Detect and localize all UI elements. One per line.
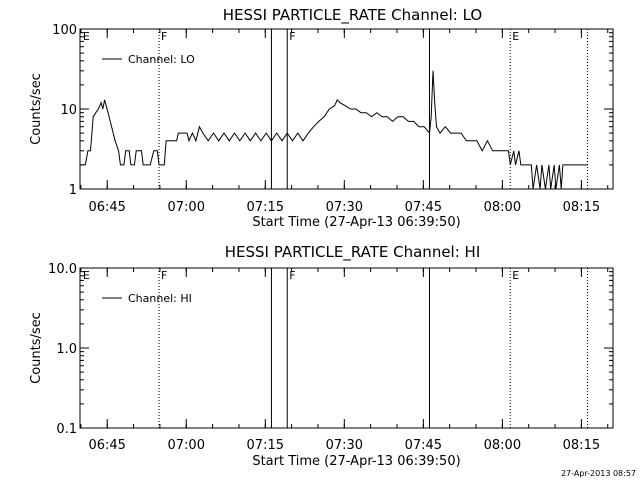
- chart-2-marker-label: E: [83, 269, 90, 282]
- chart-1-series-1-line: [80, 70, 588, 190]
- chart-1-xtick-label: 06:45: [88, 200, 125, 215]
- chart-1: HESSI PARTICLE_RATE Channel: LO 1 10 100 06:…: [29, 6, 614, 230]
- chart-1-xtick-label: 08:00: [484, 200, 521, 215]
- chart-1-xtick-label: 07:15: [247, 200, 284, 215]
- chart-1-ytick-label: 10: [60, 103, 77, 118]
- chart-2-marker-label: F: [289, 269, 295, 282]
- chart-2-ytick-label: 1.0: [56, 342, 77, 357]
- chart-1-ytick-label: 100: [52, 23, 77, 38]
- chart-2-legend-label: Channel: HI: [128, 292, 192, 305]
- chart-1-marker-label: E: [83, 30, 90, 43]
- chart-2-ylabel: Counts/sec: [29, 312, 44, 384]
- chart-1-marker-label: F: [289, 30, 295, 43]
- chart-2-xtick-label: 06:45: [88, 438, 125, 453]
- chart-2-ytick-label: 10.0: [48, 262, 77, 277]
- chart-1-xtick-label: 07:30: [326, 200, 363, 215]
- chart-2-ytick-label: 0.1: [56, 422, 77, 437]
- footer-timestamp: 27-Apr-2013 08:57: [561, 469, 636, 478]
- chart-1-title: HESSI PARTICLE_RATE Channel: LO: [223, 6, 482, 25]
- chart-1-ytick-label: 1: [69, 183, 77, 198]
- chart-2-xtick-label: 07:30: [326, 438, 363, 453]
- chart-2-xtick-label: 08:00: [484, 438, 521, 453]
- chart-1-xtick-label: 08:15: [563, 200, 600, 215]
- chart-2-xtick-label: 07:45: [405, 438, 442, 453]
- chart-1-marker-label: F: [161, 30, 167, 43]
- chart-1-legend-label: Channel: LO: [128, 53, 195, 66]
- chart-1-ylabel: Counts/sec: [29, 73, 44, 145]
- chart-2-marker-label: E: [512, 269, 519, 282]
- chart-1-marker-label: E: [512, 30, 519, 43]
- chart-2-xtick-label: 08:15: [563, 438, 600, 453]
- chart-2: HESSI PARTICLE_RATE Channel: HI 0.1 1.0 10.…: [29, 243, 614, 469]
- chart-1-xlabel: Start Time (27-Apr-13 06:39:50): [252, 215, 460, 230]
- chart-2-xtick-label: 07:15: [247, 438, 284, 453]
- chart-1-xtick-label: 07:00: [168, 200, 205, 215]
- chart-2-xtick-label: 07:00: [168, 438, 205, 453]
- chart-2-xlabel: Start Time (27-Apr-13 06:39:50): [252, 454, 460, 469]
- chart-2-marker-label: F: [161, 269, 167, 282]
- chart-2-title: HESSI PARTICLE_RATE Channel: HI: [225, 243, 481, 262]
- chart-1-xtick-label: 07:45: [405, 200, 442, 215]
